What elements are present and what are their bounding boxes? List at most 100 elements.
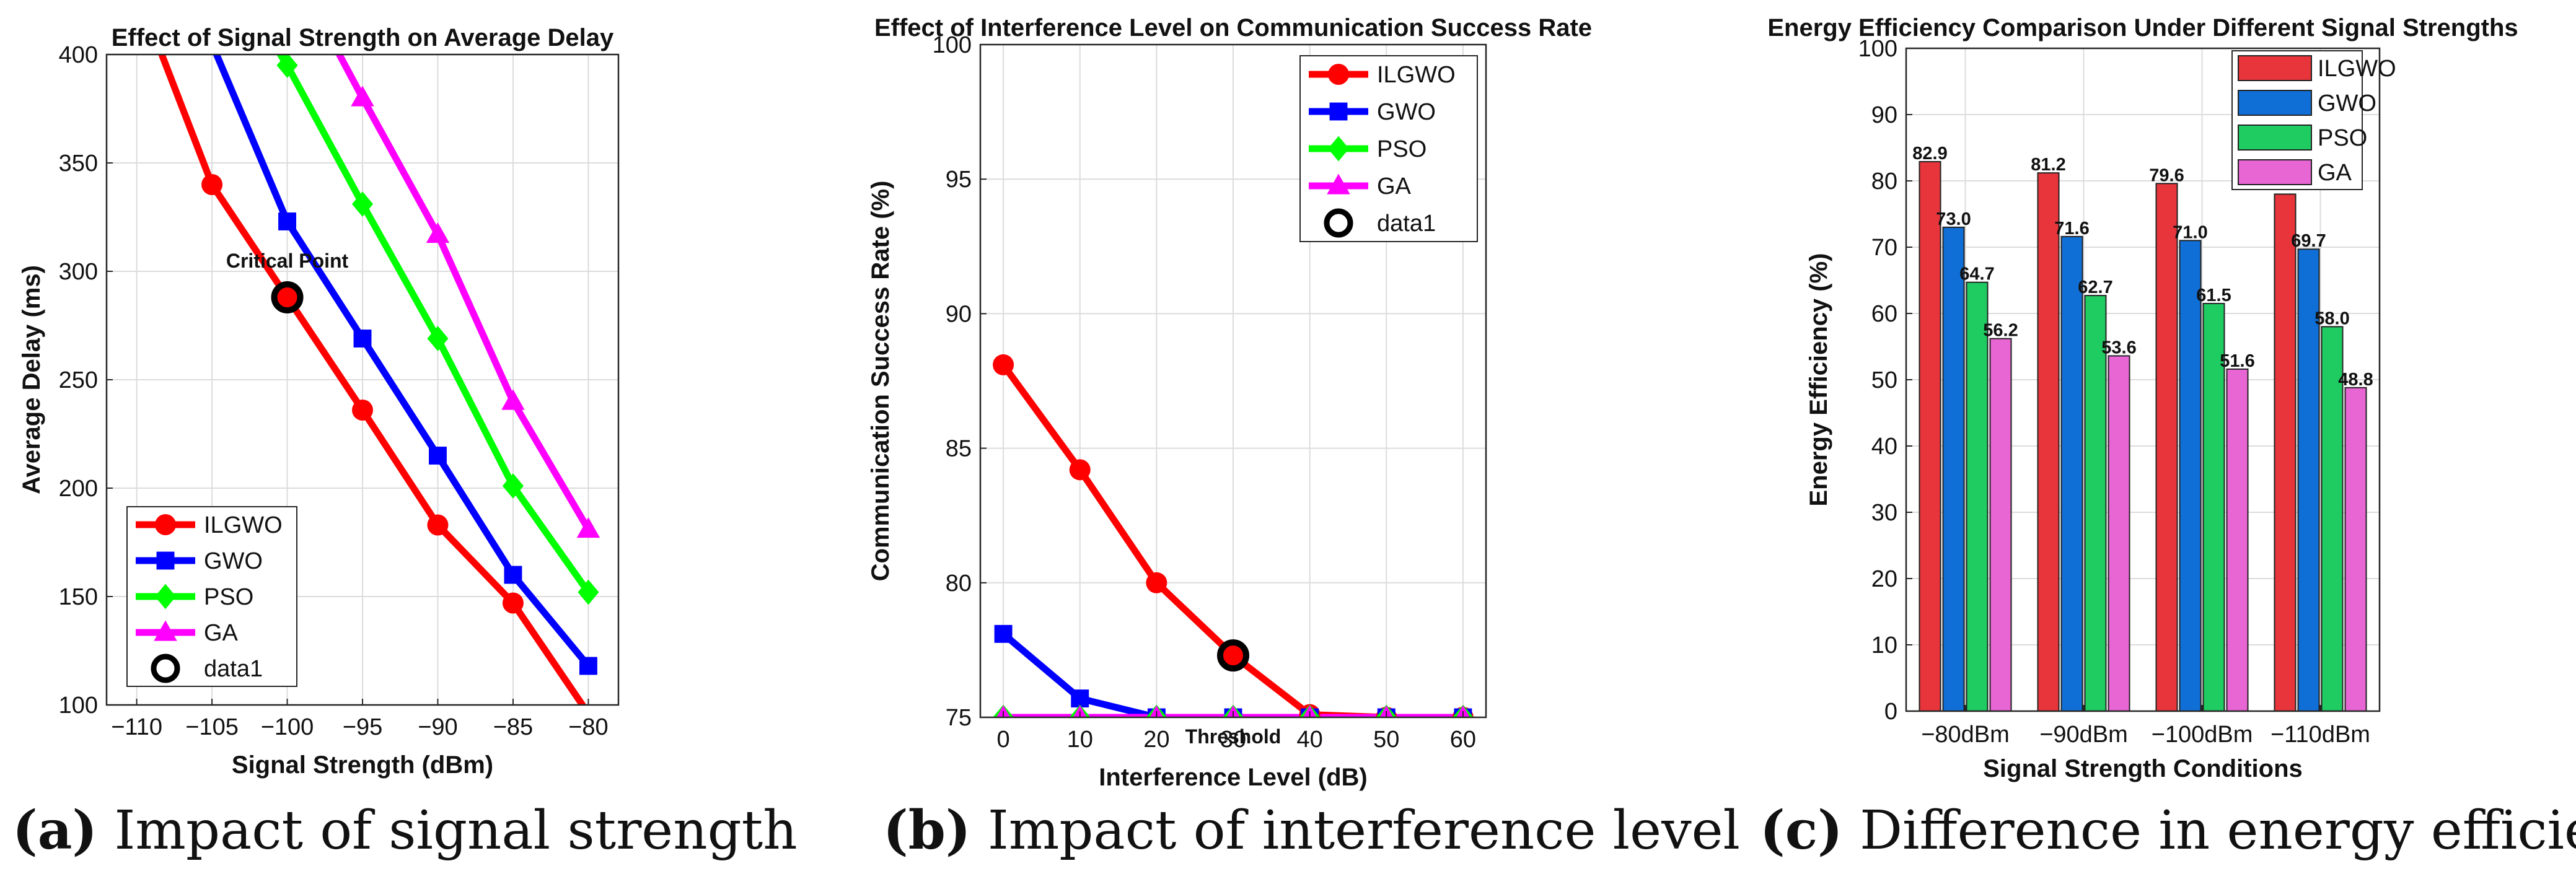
chart-a-legend-marker-ga (154, 620, 177, 641)
chart-c-ytick-label: 100 (1858, 36, 1897, 62)
chart-c-bar-label-ilgwo: 82.9 (1912, 144, 1947, 164)
chart-a-ytick-label: 100 (59, 693, 98, 719)
chart-c-bar-gwo (2060, 235, 2083, 712)
chart-c-xlabel: Signal Strength Conditions (1983, 755, 2303, 782)
chart-a-point-pso (427, 326, 449, 351)
chart-c-legend-label-pso: PSO (2318, 125, 2367, 151)
chart-c-bar-ga (1989, 338, 2012, 712)
chart-b-ytick-label: 85 (946, 436, 972, 462)
chart-c-xtick-label: −90dBm (2039, 722, 2128, 748)
chart-c-legend-label-ga: GA (2318, 160, 2352, 186)
chart-b-legend-label-pso: PSO (1377, 136, 1426, 162)
chart-a-panel: Critical Point −110 −105 −100 −95 −90 −85 −80 10… (0, 0, 830, 793)
chart-a-title: Effect of Signal Strength on Average Del… (112, 24, 614, 51)
chart-c-bar-label-gwo: 73.0 (1936, 209, 1971, 229)
chart-b-xtick-label: 60 (1450, 727, 1476, 753)
chart-c-ytick-label: 0 (1884, 699, 1897, 725)
chart-c-legend-label-ilgwo: ILGWO (2318, 56, 2396, 82)
chart-a-point-ilgwo (276, 287, 298, 308)
chart-a-xtick-label: −85 (493, 714, 533, 740)
chart-a-point-gwo (353, 330, 372, 348)
chart-c-bar-label-pso: 64.7 (1959, 265, 1994, 284)
chart-a-highlight-marker (271, 281, 304, 313)
chart-a-point-pso (502, 473, 524, 499)
chart-c-bar-label-ilgwo: 81.2 (2031, 155, 2065, 175)
chart-c-ytick-label: 90 (1871, 102, 1897, 128)
chart-a-point-gwo (579, 657, 597, 675)
chart-c-legend-swatch-ga (2238, 159, 2312, 185)
chart-a-point-ga (501, 389, 525, 410)
chart-b-xtick-label: 40 (1296, 727, 1322, 753)
chart-a-point-pso (352, 191, 373, 217)
chart-b-point-gwo (994, 624, 1013, 643)
chart-a-xtick-label: −100 (261, 714, 314, 740)
caption-a-letter: (a) (12, 799, 98, 862)
chart-b-legend-marker-ga (1327, 173, 1350, 195)
chart-c-bar-ga (2108, 355, 2130, 712)
chart-a-xtick-label: −105 (185, 714, 239, 740)
chart-c-ticks: 0 10 20 30 40 50 60 70 80 90 100 −80dBm −90dBm −100dB… (1858, 36, 2370, 748)
chart-a-point-pso (276, 55, 298, 78)
chart-b-legend-label-ga: GA (1377, 173, 1412, 199)
chart-c-bar-label-ga: 56.2 (1983, 321, 2018, 341)
chart-a-point-gwo (504, 566, 522, 584)
chart-b-legend-marker-gwo (1329, 102, 1348, 121)
caption-a-text: Impact of signal strength (114, 800, 798, 862)
caption-c-letter: (c) (1760, 799, 1843, 862)
chart-b-point-gwo (1071, 689, 1089, 708)
chart-c-bar-pso (1966, 281, 1989, 712)
chart-b-legend: ILGWO GWO PSO GA data1 (1299, 55, 1478, 242)
chart-a-point-ilgwo (352, 400, 373, 421)
caption-b: (b) Impact of interference level (883, 799, 1740, 862)
chart-b-highlight-marker (1217, 639, 1249, 672)
chart-c-legend: ILGWO GWO PSO GA (2231, 50, 2396, 190)
chart-b-panel: Threshold 0 10 20 30 40 50 60 75 80 85 90 95 100 Effec… (830, 0, 1698, 793)
chart-c-bar-gwo (2297, 248, 2320, 712)
chart-c-xtick-label: −100dBm (2152, 722, 2253, 748)
chart-b-ytick-label: 80 (946, 571, 972, 597)
chart-c-bar-label-pso: 62.7 (2078, 278, 2112, 297)
chart-b-ylabel: Communication Success Rate (%) (867, 181, 894, 582)
chart-a-point-gwo (278, 212, 296, 230)
chart-a-xtick-label: −80 (568, 714, 608, 740)
chart-c-bar-label-ilgwo: 79.6 (2149, 165, 2184, 185)
chart-b-point-ilgwo (1146, 572, 1167, 593)
chart-a-xlabel: Signal Strength (dBm) (232, 751, 493, 779)
chart-b-legend-label-gwo: GWO (1377, 99, 1436, 125)
chart-c-legend-label-gwo: GWO (2318, 90, 2376, 116)
chart-b-point-ilgwo (993, 354, 1014, 375)
chart-a-point-gwo (429, 447, 447, 465)
chart-a-ytick-label: 150 (59, 584, 98, 610)
chart-a-legend: ILGWO GWO PSO GA data1 (126, 506, 297, 687)
chart-a-legend-marker-gwo (156, 551, 175, 570)
chart-b-legend-label-ilgwo: ILGWO (1377, 62, 1456, 88)
chart-c-legend-swatch-ilgwo (2238, 55, 2312, 81)
chart-a-legend-label-gwo: GWO (204, 548, 263, 574)
chart-a-point-ga (576, 517, 600, 538)
chart-a-ytick-label: 350 (59, 151, 98, 177)
chart-b-xtick-label: 10 (1067, 727, 1093, 753)
chart-c-energy-efficiency: 82.9 81.2 79.6 73.0 71.6 71.0 69.7 64.7 62.7 61.5… (1767, 14, 2518, 782)
chart-a-delay-vs-signal: Critical Point −110 −105 −100 −95 −90 −85 −80 10… (18, 24, 620, 779)
chart-b-success-vs-interference: Threshold 0 10 20 30 40 50 60 75 80 85 90 95 100Effec… (867, 14, 1592, 791)
chart-c-bar-label-ga: 51.6 (2220, 351, 2254, 371)
chart-c-ytick-label: 40 (1871, 434, 1897, 460)
chart-a-ytick-label: 250 (59, 367, 98, 393)
chart-b-ytick-label: 75 (946, 705, 972, 731)
chart-a-point-ga (426, 222, 450, 243)
chart-a-legend-label-pso: PSO (204, 584, 253, 610)
chart-a-series-group (158, 55, 600, 705)
chart-a-legend-marker-ilgwo (155, 514, 176, 535)
chart-c-ytick-label: 50 (1871, 367, 1897, 393)
chart-c-ytick-label: 80 (1871, 168, 1897, 195)
chart-c-xtick-label: −80dBm (1921, 722, 2010, 748)
caption-b-letter: (b) (883, 799, 971, 862)
chart-c-xtick-label: −110dBm (2270, 722, 2370, 748)
chart-c-bar-label-ga: 48.8 (2338, 370, 2373, 390)
chart-b-xtick-label: 0 (997, 727, 1010, 753)
chart-b-xtick-label: 20 (1143, 727, 1169, 753)
caption-c-text: Difference in energy efficiency (1860, 800, 2576, 862)
chart-a-legend-label-data1: data1 (204, 656, 263, 682)
chart-c-ytick-label: 30 (1871, 500, 1897, 526)
chart-b-ytick-label: 90 (946, 301, 972, 327)
